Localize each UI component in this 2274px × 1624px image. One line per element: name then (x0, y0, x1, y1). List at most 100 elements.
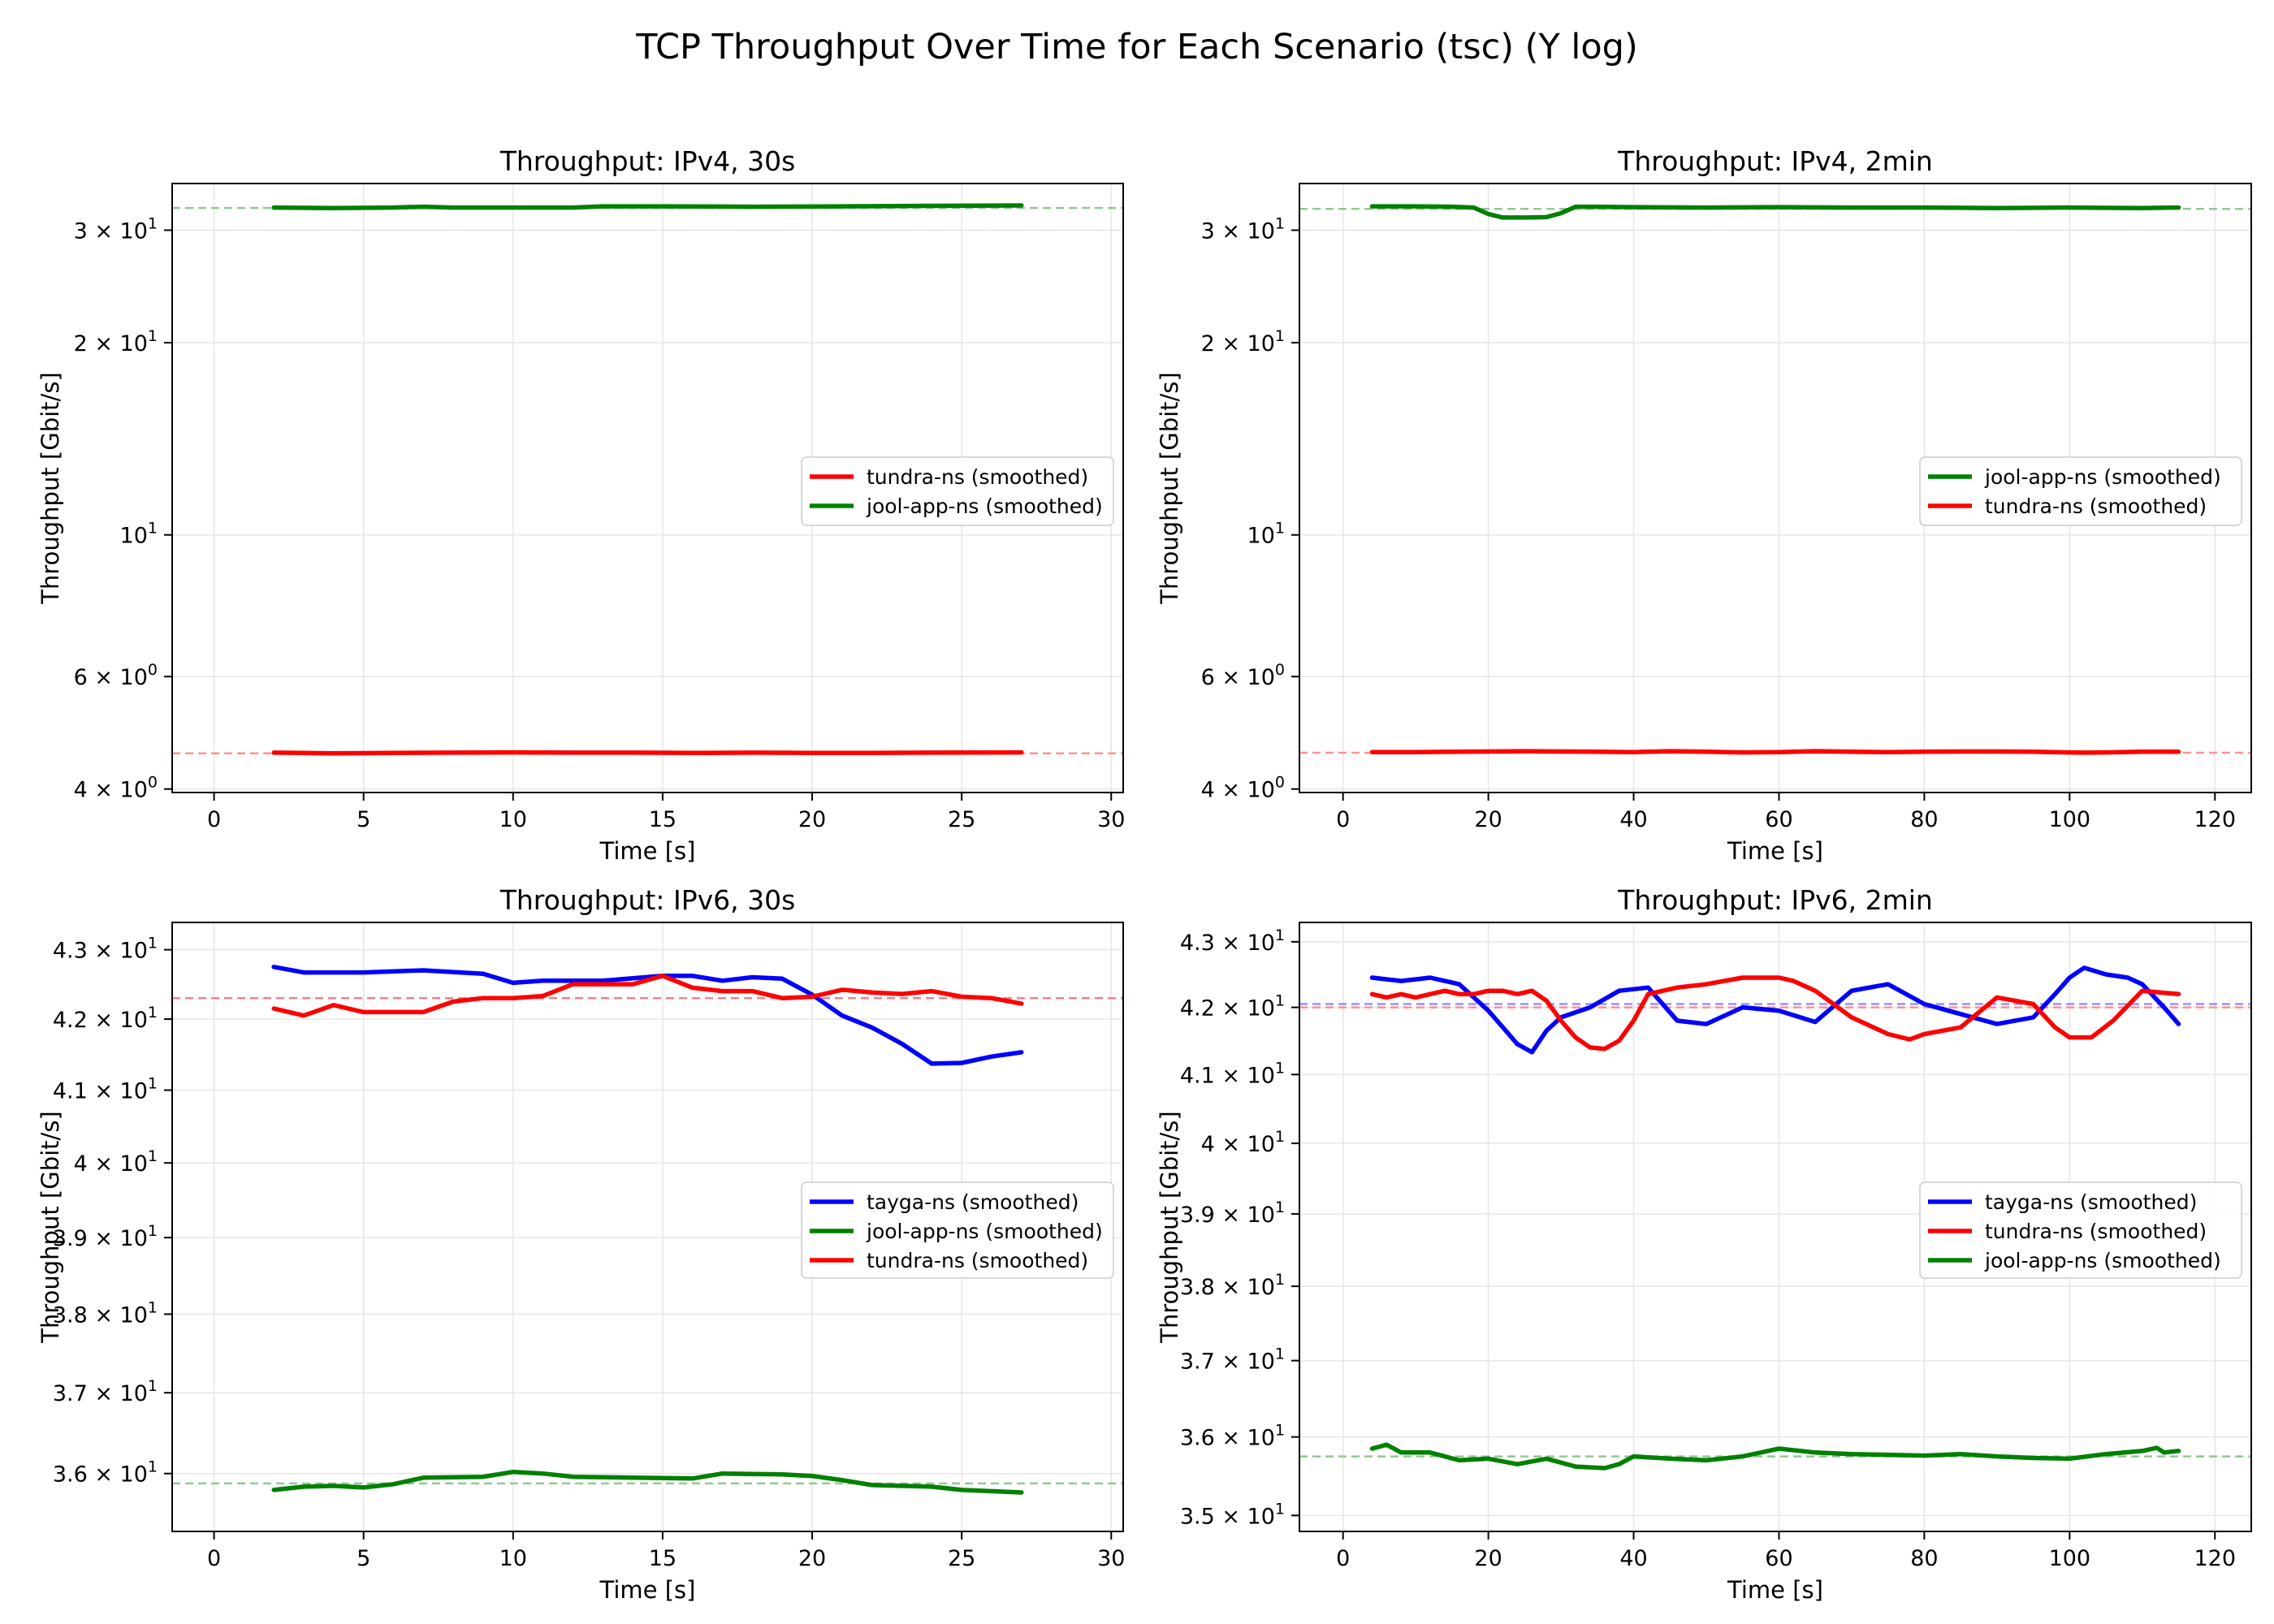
y-axis-label: Throughput [Gbit/s] (37, 1111, 64, 1343)
x-axis-label: Time [s] (1727, 837, 1823, 865)
x-tick-label: 20 (1474, 1546, 1502, 1571)
y-tick-label: 4.1 × 101 (1180, 1059, 1285, 1088)
legend-box (1919, 1181, 2242, 1279)
y-tick-label: 3.9 × 101 (1180, 1199, 1285, 1228)
y-tick-label: 3.7 × 101 (53, 1377, 158, 1406)
figure-title: TCP Throughput Over Time for Each Scenar… (635, 27, 1637, 67)
y-axis-label: Throughput [Gbit/s] (37, 372, 64, 604)
chart-panel-1: 0 5 10 15 20 25 30 4 × 100 6 × 100 101 2 × 101 3 × … (37, 145, 1125, 865)
x-tick-label: 0 (207, 807, 221, 832)
panel-title: Throughput: IPv4, 2min (1617, 145, 1933, 177)
y-tick-label: 3.7 × 101 (1180, 1345, 1285, 1375)
x-axis-ticks: 0 20 40 60 80 100 120 (1336, 1531, 2236, 1571)
mean-lines (172, 996, 1123, 1485)
series-line-jool (271, 1469, 1024, 1495)
series-line-tundra (271, 974, 1024, 1018)
series-lines (1369, 204, 2181, 755)
y-tick-label: 2 × 101 (74, 327, 158, 356)
x-tick-label: 5 (357, 807, 370, 832)
x-tick-label: 100 (2049, 807, 2091, 832)
x-axis-ticks: 0 20 40 60 80 100 120 (1336, 793, 2236, 832)
y-tick-label: 6 × 100 (1201, 661, 1285, 690)
x-tick-label: 80 (1910, 807, 1938, 832)
legend-entry: jool-app-ns (smoothed) (1984, 465, 2221, 489)
y-axis-ticks: 4 × 100 6 × 100 101 2 × 101 3 × 101 (74, 214, 172, 803)
y-tick-label: 4.3 × 101 (1180, 926, 1285, 956)
chart-panel-2: 0 20 40 60 80 100 120 4 × 100 6 × 100 101 2 × 101 3… (1156, 145, 2252, 865)
legend-entry: jool-app-ns (smoothed) (866, 1220, 1103, 1243)
y-tick-label: 101 (1247, 520, 1285, 549)
x-tick-label: 20 (798, 1546, 826, 1571)
y-tick-label: 2 × 101 (1201, 327, 1285, 356)
legend-entry: tundra-ns (smoothed) (867, 1249, 1088, 1272)
legend-entry: tayga-ns (smoothed) (867, 1190, 1079, 1214)
x-tick-label: 0 (1336, 807, 1350, 832)
series-line-tundra (271, 749, 1024, 756)
x-tick-label: 60 (1765, 1546, 1792, 1571)
x-tick-label: 25 (948, 1546, 975, 1571)
x-tick-label: 5 (357, 1546, 370, 1571)
y-tick-label: 3 × 101 (1201, 214, 1285, 244)
legend-box (1919, 456, 2242, 526)
axes-frame (1299, 922, 2252, 1532)
gridlines (172, 922, 1123, 1531)
x-tick-label: 25 (948, 807, 975, 832)
panel-title: Throughput: IPv6, 2min (1617, 884, 1933, 916)
series-line-tayga (271, 965, 1024, 1066)
x-tick-label: 10 (499, 807, 527, 832)
y-tick-label: 4.1 × 101 (53, 1075, 158, 1104)
series-lines (271, 965, 1024, 1495)
y-tick-label: 6 × 100 (74, 661, 158, 690)
y-tick-label: 4.3 × 101 (53, 935, 158, 964)
x-tick-label: 15 (649, 1546, 677, 1571)
series-line-tayga (1369, 965, 2181, 1055)
chart-panel-4: 0 20 40 60 80 100 120 3.5 × 101 3.6 × 101 3.7 × 1… (1156, 884, 2252, 1604)
y-tick-label: 4 × 101 (74, 1147, 158, 1177)
series-line-jool (1369, 204, 2181, 220)
x-tick-label: 40 (1619, 807, 1647, 832)
y-tick-label: 4 × 100 (74, 774, 158, 803)
x-tick-label: 20 (1474, 807, 1502, 832)
y-tick-label: 4 × 101 (1201, 1128, 1285, 1157)
series-line-tundra (1369, 749, 2181, 755)
series-line-tundra (1369, 975, 2181, 1052)
legend-entry: tundra-ns (smoothed) (867, 465, 1088, 489)
x-tick-label: 40 (1619, 1546, 1647, 1571)
y-tick-label: 4.2 × 101 (1180, 992, 1285, 1021)
y-tick-label: 3 × 101 (74, 214, 158, 244)
x-tick-label: 120 (2194, 1546, 2236, 1571)
axes-frame (1299, 183, 2252, 793)
gridlines (1299, 184, 2251, 793)
y-tick-label: 3.6 × 101 (1180, 1422, 1285, 1451)
legend-box (801, 456, 1114, 526)
series-lines (1369, 965, 2181, 1471)
x-axis-label: Time [s] (599, 1576, 696, 1604)
x-tick-label: 60 (1765, 807, 1792, 832)
series-line-jool (271, 203, 1024, 210)
y-tick-label: 101 (120, 520, 158, 549)
legend: jool-app-ns (smoothed) tundra-ns (smoothe… (1919, 456, 2242, 526)
gridlines (172, 184, 1123, 793)
y-axis-label: Throughput [Gbit/s] (1156, 1111, 1183, 1343)
x-tick-label: 15 (649, 807, 677, 832)
y-tick-label: 4.2 × 101 (53, 1004, 158, 1033)
x-axis-label: Time [s] (1727, 1576, 1823, 1604)
legend-entry: tayga-ns (smoothed) (1985, 1190, 2197, 1214)
legend: tayga-ns (smoothed) tundra-ns (smoothed) j… (1919, 1181, 2242, 1279)
y-tick-label: 4 × 100 (1201, 774, 1285, 803)
legend: tayga-ns (smoothed) jool-app-ns (smoothed… (801, 1181, 1114, 1279)
x-tick-label: 0 (1336, 1546, 1350, 1571)
legend-entry: tundra-ns (smoothed) (1985, 1220, 2207, 1243)
panel-title: Throughput: IPv4, 30s (499, 145, 796, 177)
y-axis-ticks: 4 × 100 6 × 100 101 2 × 101 3 × 101 (1201, 214, 1299, 803)
x-axis-ticks: 0 5 10 15 20 25 30 (207, 1531, 1125, 1571)
y-tick-label: 3.9 × 101 (53, 1222, 158, 1251)
y-tick-label: 3.8 × 101 (1180, 1271, 1285, 1300)
series-line-jool (1369, 1442, 2181, 1471)
x-tick-label: 20 (798, 807, 826, 832)
x-tick-label: 30 (1097, 1546, 1125, 1571)
y-axis-ticks: 3.6 × 101 3.7 × 101 3.8 × 101 3.9 × 101 4 × … (53, 935, 172, 1488)
